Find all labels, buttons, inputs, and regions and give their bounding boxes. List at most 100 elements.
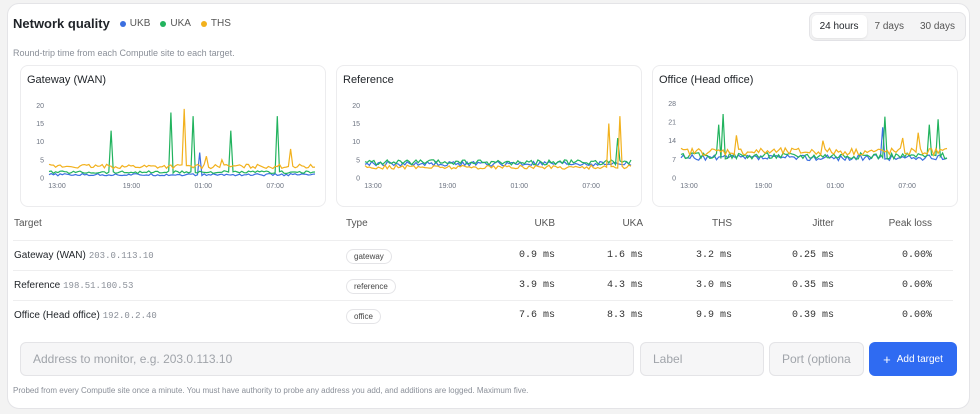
y-tick-label: 0 [356, 176, 360, 183]
card-header: Network quality UKB UKA THS [13, 16, 231, 31]
chart-title: Office (Head office) [659, 74, 754, 86]
ths-value: 9.9 ms [695, 310, 732, 321]
series-line-ukb [364, 160, 632, 168]
chart-panel-gateway: Gateway (WAN) 0 5 10 15 20 13:00 19:00 01:00 07:… [20, 65, 326, 207]
y-tick-label: 7 [672, 157, 676, 164]
series-line-uka [364, 137, 632, 167]
target-name: Gateway (WAN) [14, 250, 86, 261]
card-title: Network quality [13, 16, 110, 31]
table-row[interactable]: Reference 198.51.100.53 reference 3.9 ms … [13, 270, 953, 300]
ths-value: 3.0 ms [695, 280, 732, 291]
chart-office: 0 7 14 21 28 13:00 19:00 01:00 07:00 [668, 101, 948, 190]
jitter-value: 0.39 ms [791, 310, 834, 321]
y-tick-label: 10 [36, 139, 44, 146]
x-tick-label: 07:00 [582, 183, 600, 190]
x-tick-label: 19:00 [439, 183, 457, 190]
add-target-label: Add target [896, 353, 943, 365]
y-tick-label: 5 [40, 157, 44, 164]
legend-item-ukb: UKB [119, 18, 151, 29]
time-range-selector: 24 hours 7 days 30 days [808, 12, 966, 41]
y-tick-label: 10 [352, 139, 360, 146]
add-target-button[interactable]: + Add target [869, 342, 957, 376]
chart-title: Reference [343, 74, 394, 86]
peak-loss-value: 0.00% [901, 280, 932, 291]
target-cell: Reference 198.51.100.53 [14, 280, 133, 291]
footnote: Probed from every Computle site once a m… [13, 386, 529, 395]
column-header-uka: UKA [622, 218, 643, 229]
uka-value: 8.3 ms [606, 310, 643, 321]
x-tick-label: 01:00 [827, 183, 845, 190]
chart-legend: UKB UKA THS [119, 18, 231, 29]
address-input[interactable] [20, 342, 634, 376]
legend-item-uka: UKA [160, 18, 191, 29]
legend-label: UKB [129, 18, 151, 29]
column-header-peak-loss: Peak loss [888, 218, 932, 229]
ukb-value: 7.6 ms [518, 310, 555, 321]
peak-loss-value: 0.00% [901, 250, 932, 261]
legend-dot-icon [119, 20, 126, 27]
y-tick-label: 15 [36, 121, 44, 128]
x-tick-label: 07:00 [266, 183, 284, 190]
y-tick-label: 0 [40, 176, 44, 183]
chart-gateway: 0 5 10 15 20 13:00 19:00 01:00 07:00 [36, 103, 316, 190]
y-tick-label: 20 [352, 103, 360, 110]
card-subtitle: Round-trip time from each Computle site … [13, 48, 235, 58]
ths-value: 3.2 ms [695, 250, 732, 261]
y-tick-label: 20 [36, 103, 44, 110]
series-line-uka [48, 112, 316, 175]
y-tick-label: 5 [356, 157, 360, 164]
peak-loss-value: 0.00% [901, 310, 932, 321]
range-tab-7d[interactable]: 7 days [874, 21, 904, 32]
chart-panel-reference: Reference 0 5 10 15 20 13:00 19:00 01:00 07:00 [336, 65, 642, 207]
plus-icon: + [883, 351, 891, 367]
target-address: 203.0.113.10 [88, 251, 154, 261]
target-address: 198.51.100.53 [63, 281, 134, 291]
column-header-ths: THS [712, 218, 732, 229]
column-header-type: Type [346, 218, 368, 229]
type-badge: reference [346, 279, 396, 294]
y-tick-label: 28 [668, 101, 676, 108]
table-row[interactable]: Gateway (WAN) 203.0.113.10 gateway 0.9 ms… [13, 240, 953, 270]
x-tick-label: 07:00 [898, 183, 916, 190]
type-badge: office [346, 309, 381, 324]
ukb-value: 0.9 ms [518, 250, 555, 261]
target-name: Office (Head office) [14, 310, 100, 321]
target-name: Reference [14, 280, 61, 291]
chart-title: Gateway (WAN) [27, 74, 107, 86]
column-header-target: Target [14, 218, 42, 229]
port-input[interactable] [769, 342, 864, 376]
target-cell: Gateway (WAN) 203.0.113.10 [14, 250, 154, 261]
label-input[interactable] [640, 342, 764, 376]
y-tick-label: 15 [352, 121, 360, 128]
legend-dot-icon [160, 20, 167, 27]
series-line-ths [680, 132, 948, 157]
x-tick-label: 19:00 [755, 183, 773, 190]
chart-panel-office: Office (Head office) 0 7 14 21 28 13:00 19:00 0… [652, 65, 958, 207]
table-row[interactable]: Office (Head office) 192.0.2.40 office 7.… [13, 300, 953, 330]
jitter-value: 0.25 ms [791, 250, 834, 261]
target-address: 192.0.2.40 [102, 311, 157, 321]
x-tick-label: 19:00 [123, 183, 141, 190]
type-badge: gateway [346, 249, 392, 264]
target-cell: Office (Head office) 192.0.2.40 [14, 310, 157, 321]
range-tab-30d[interactable]: 30 days [919, 21, 955, 32]
legend-label: THS [210, 18, 231, 29]
chart-reference: 0 5 10 15 20 13:00 19:00 01:00 07:00 [352, 103, 632, 190]
series-line-ths [48, 108, 316, 170]
column-header-jitter: Jitter [812, 218, 834, 229]
uka-value: 1.6 ms [606, 250, 643, 261]
series-line-ths [364, 116, 632, 171]
x-tick-label: 13:00 [48, 183, 66, 190]
legend-item-ths: THS [200, 18, 231, 29]
x-tick-label: 01:00 [511, 183, 529, 190]
legend-dot-icon [200, 20, 207, 27]
column-header-ukb: UKB [534, 218, 555, 229]
legend-label: UKA [170, 18, 191, 29]
ukb-value: 3.9 ms [518, 280, 555, 291]
series-line-uka [680, 113, 948, 161]
uka-value: 4.3 ms [606, 280, 643, 291]
y-tick-label: 21 [668, 120, 676, 127]
x-tick-label: 13:00 [680, 183, 698, 190]
range-tab-24h[interactable]: 24 hours [811, 15, 867, 38]
x-tick-label: 13:00 [364, 183, 382, 190]
